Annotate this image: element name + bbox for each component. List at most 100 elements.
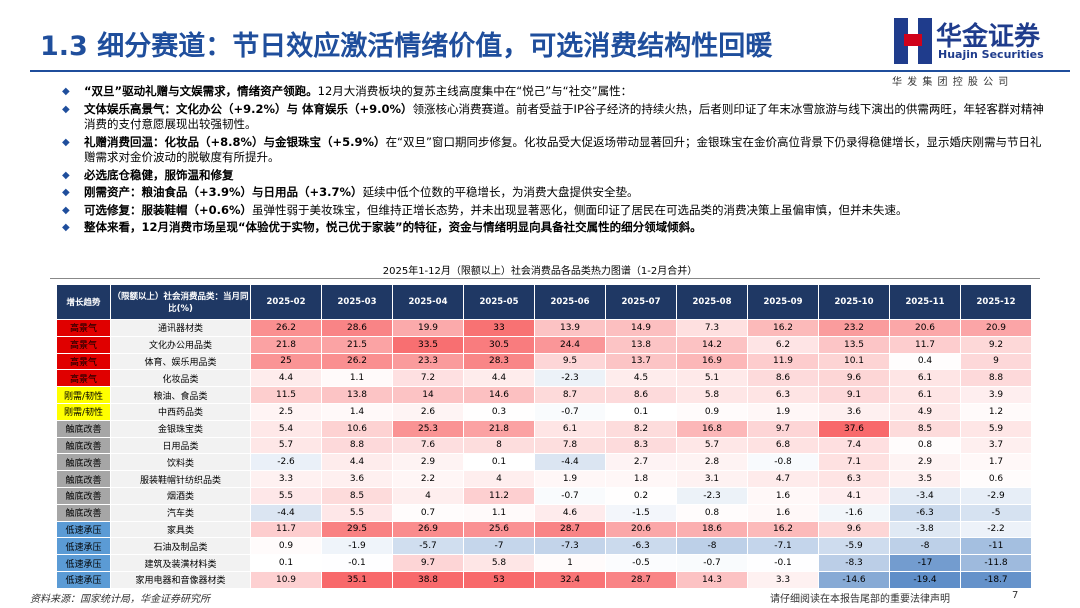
header-cell: 2025-03 bbox=[321, 284, 393, 320]
value-cell: 3.3 bbox=[250, 470, 322, 488]
bullet: 可选修复：服装鞋帽（+0.6%）虽弹性弱于美妆珠宝，但维持正增长态势，并未出现显… bbox=[62, 203, 1052, 219]
value-cell: 35.1 bbox=[321, 570, 393, 589]
bullet-text: 整体来看，12月消费市场呈现“体验优于实物，悦己优于家装”的特征，资金与情绪明显… bbox=[84, 220, 702, 234]
value-cell: 6.1 bbox=[534, 419, 606, 438]
logo-icon bbox=[894, 18, 932, 64]
value-cell: 0.9 bbox=[250, 537, 322, 556]
value-cell: 8.5 bbox=[321, 486, 393, 505]
logo-subtitle: 华 发 集 团 控 股 公 司 bbox=[892, 77, 1010, 88]
value-cell: -4.4 bbox=[534, 453, 606, 472]
value-cell: 16.2 bbox=[747, 520, 819, 539]
header-cell: 2025-08 bbox=[676, 284, 748, 320]
value-cell: 4.4 bbox=[321, 453, 393, 472]
value-cell: -7 bbox=[463, 537, 535, 556]
value-cell: 8.6 bbox=[747, 369, 819, 388]
value-cell: 9.1 bbox=[818, 386, 890, 404]
category-cell: 日用品类 bbox=[110, 436, 251, 455]
trend-cell: 高景气 bbox=[56, 369, 111, 388]
header-cell: （限额以上）社会消费品类：当月同比(%) bbox=[110, 284, 251, 320]
value-cell: 20.9 bbox=[960, 319, 1032, 337]
row: 触底改善 汽车类 -4.4 5.5 0.7 1.1 4.6 -1.5 0.8 1.6 -1.6 -6.… bbox=[56, 503, 1032, 522]
category-cell: 文化办公用品类 bbox=[110, 335, 251, 354]
value-cell: -19.4 bbox=[889, 570, 961, 589]
value-cell: 26.9 bbox=[392, 520, 464, 539]
trend-cell: 触底改善 bbox=[56, 503, 111, 522]
value-cell: 53 bbox=[463, 570, 535, 589]
value-cell: 1.4 bbox=[321, 402, 393, 421]
header-cell: 2025-09 bbox=[747, 284, 819, 320]
category-cell: 服装鞋帽针纺织品类 bbox=[110, 470, 251, 488]
value-cell: 28.6 bbox=[321, 319, 393, 337]
value-cell: 1 bbox=[534, 554, 606, 572]
value-cell: 0.8 bbox=[676, 503, 748, 522]
value-cell: 25.6 bbox=[463, 520, 535, 539]
value-cell: 20.6 bbox=[605, 520, 677, 539]
value-cell: -5 bbox=[960, 503, 1032, 522]
value-cell: 7.2 bbox=[392, 369, 464, 388]
value-cell: 3.7 bbox=[960, 436, 1032, 455]
value-cell: 6.3 bbox=[747, 386, 819, 404]
value-cell: 8 bbox=[463, 436, 535, 455]
category-cell: 汽车类 bbox=[110, 503, 251, 522]
header-cell: 2025-04 bbox=[392, 284, 464, 320]
value-cell: 21.8 bbox=[250, 335, 322, 354]
trend-cell: 低速承压 bbox=[56, 537, 111, 556]
trend-cell: 低速承压 bbox=[56, 554, 111, 572]
value-cell: -8 bbox=[676, 537, 748, 556]
value-cell: 2.2 bbox=[392, 470, 464, 488]
value-cell: 23.2 bbox=[818, 319, 890, 337]
header-row: 增长趋势 （限额以上）社会消费品类：当月同比(%) 2025-02 2025-03 20… bbox=[56, 284, 1032, 320]
value-cell: 9.6 bbox=[818, 369, 890, 388]
bullet: “双旦”驱动礼赠与文娱需求，情绪资产领跑。12月大消费板块的复苏主线高度集中在“… bbox=[62, 84, 1052, 100]
value-cell: 4 bbox=[463, 470, 535, 488]
value-cell: 1.9 bbox=[747, 402, 819, 421]
value-cell: 0.9 bbox=[676, 402, 748, 421]
value-cell: 10.9 bbox=[250, 570, 322, 589]
value-cell: 26.2 bbox=[321, 352, 393, 371]
value-cell: 0.2 bbox=[605, 486, 677, 505]
value-cell: 5.5 bbox=[250, 486, 322, 505]
category-cell: 粮油、食品类 bbox=[110, 386, 251, 404]
trend-cell: 高景气 bbox=[56, 335, 111, 354]
value-cell: 8.2 bbox=[605, 419, 677, 438]
value-cell: -18.7 bbox=[960, 570, 1032, 589]
value-cell: -5.7 bbox=[392, 537, 464, 556]
value-cell: -2.2 bbox=[960, 520, 1032, 539]
value-cell: -1.6 bbox=[818, 503, 890, 522]
value-cell: -5.9 bbox=[818, 537, 890, 556]
value-cell: 33.5 bbox=[392, 335, 464, 354]
value-cell: 5.1 bbox=[676, 369, 748, 388]
bullet: 文体娱乐高景气：文化办公（+9.2%）与 体育娱乐（+9.0%）领涨核心消费赛道… bbox=[62, 102, 1052, 133]
value-cell: 11.7 bbox=[889, 335, 961, 354]
value-cell: -7.1 bbox=[747, 537, 819, 556]
value-cell: 13.9 bbox=[534, 319, 606, 337]
value-cell: 13.5 bbox=[818, 335, 890, 354]
row: 触底改善 烟酒类 5.5 8.5 4 11.2 -0.7 0.2 -2.3 1.6 4.1 -3.4-… bbox=[56, 486, 1032, 505]
value-cell: -0.5 bbox=[605, 554, 677, 572]
value-cell: 0.7 bbox=[392, 503, 464, 522]
value-cell: 21.5 bbox=[321, 335, 393, 354]
value-cell: 37.6 bbox=[818, 419, 890, 438]
value-cell: 29.5 bbox=[321, 520, 393, 539]
header-cell: 2025-11 bbox=[889, 284, 961, 320]
source: 资料来源：国家统计局，华金证券研究所 bbox=[30, 594, 210, 605]
value-cell: 13.8 bbox=[605, 335, 677, 354]
value-cell: 2.8 bbox=[676, 453, 748, 472]
row: 低速承压 家具类 11.7 29.5 26.9 25.6 28.7 20.6 18.6 16.2 9… bbox=[56, 520, 1032, 539]
value-cell: 14.2 bbox=[676, 335, 748, 354]
value-cell: 7.3 bbox=[676, 319, 748, 337]
value-cell: 5.8 bbox=[463, 554, 535, 572]
value-cell: 5.5 bbox=[321, 503, 393, 522]
value-cell: 14 bbox=[392, 386, 464, 404]
row: 触底改善 服装鞋帽针纺织品类 3.3 3.6 2.2 4 1.9 1.8 3.1 4.7 6.3 3.… bbox=[56, 470, 1032, 488]
value-cell: 9 bbox=[960, 352, 1032, 371]
header-cell: 2025-02 bbox=[250, 284, 322, 320]
value-cell: -7.3 bbox=[534, 537, 606, 556]
value-cell: -2.3 bbox=[534, 369, 606, 388]
value-cell: 6.3 bbox=[818, 470, 890, 488]
value-cell: 1.9 bbox=[534, 470, 606, 488]
value-cell: 1.1 bbox=[463, 503, 535, 522]
category-cell: 饮料类 bbox=[110, 453, 251, 472]
row: 低速承压 家用电器和音像器材类 10.9 35.1 38.8 53 32.4 28.7 14.3… bbox=[56, 570, 1032, 589]
value-cell: 5.7 bbox=[250, 436, 322, 455]
